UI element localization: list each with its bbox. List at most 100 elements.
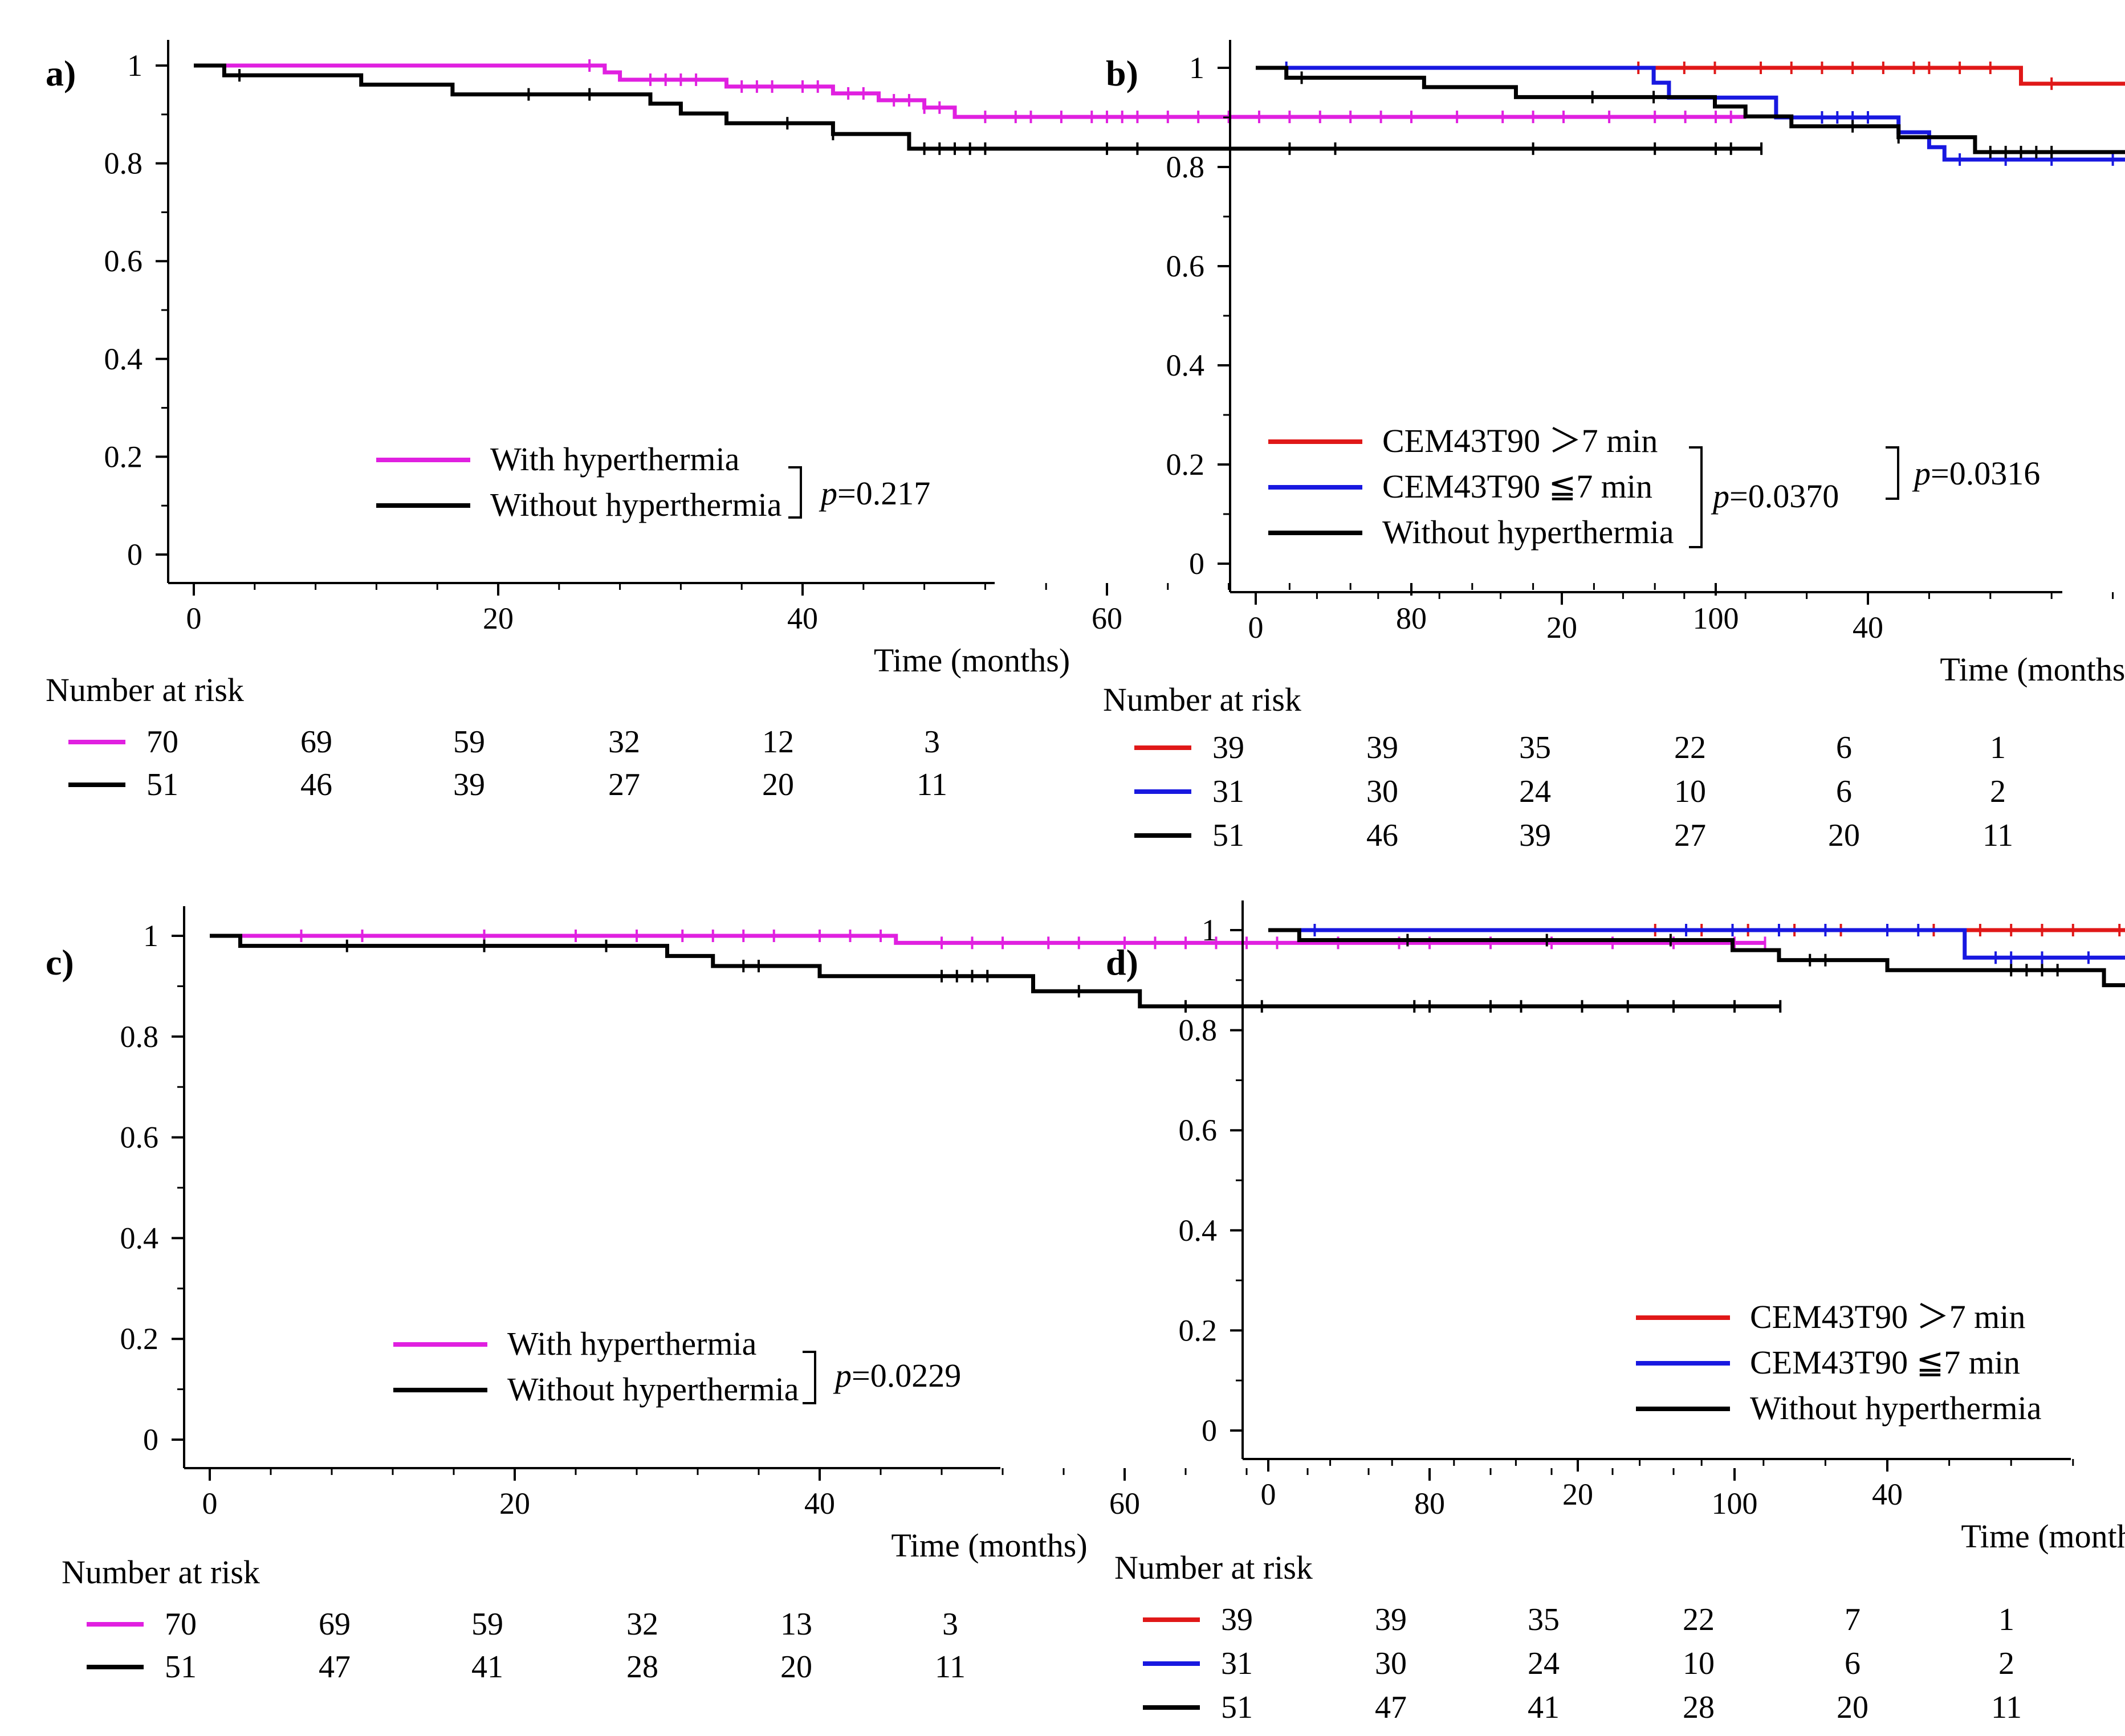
- y-tick-label-a: 0.6: [104, 244, 143, 278]
- risk-value-b-0-0: 39: [1212, 730, 1244, 765]
- y-tick-label-b: 0.4: [1166, 348, 1205, 382]
- legend-label-c-1: Without hyperthermia: [507, 1371, 799, 1408]
- risk-value-c-1-0: 51: [165, 1649, 197, 1685]
- y-tick-label-b: 1: [1189, 51, 1204, 85]
- y-tick-label-b: 0.8: [1166, 150, 1205, 184]
- y-tick-label-c: 0.4: [120, 1221, 159, 1255]
- x-tick-label-b: 0: [1248, 610, 1264, 645]
- legend-label-b-2: Without hyperthermia: [1382, 514, 1674, 551]
- y-tick-label-b: 0.6: [1166, 249, 1205, 283]
- risk-value-a-0-0: 70: [146, 724, 178, 760]
- risk-value-a-0-2: 59: [453, 724, 485, 760]
- y-tick-label-d: 1: [1202, 913, 1217, 947]
- y-tick-label-c: 1: [143, 919, 158, 953]
- risk-value-d-2-4: 20: [1837, 1690, 1868, 1725]
- risk-value-d-2-2: 41: [1528, 1690, 1560, 1725]
- p-symbol-b-1: p: [1912, 455, 1931, 492]
- risk-value-d-0-5: 1: [1998, 1602, 2014, 1637]
- x-tick-label-a: 100: [1693, 601, 1739, 635]
- risk-value-d-0-1: 39: [1375, 1602, 1407, 1637]
- legend-label-b-0: CEM43T90 ＞7 min: [1382, 422, 1658, 459]
- risk-value-b-2-1: 46: [1366, 818, 1398, 853]
- p-value-b-1: p=0.0316: [1912, 455, 2040, 492]
- risk-value-d-0-0: 39: [1221, 1602, 1253, 1637]
- x-tick-label-d: 20: [1562, 1477, 1593, 1511]
- risk-value-a-1-2: 39: [453, 767, 485, 802]
- risk-value-a-1-1: 46: [300, 767, 332, 802]
- risk-value-a-1-3: 27: [608, 767, 640, 802]
- risk-value-b-1-5: 2: [1990, 774, 2006, 809]
- risk-value-b-1-4: 6: [1836, 774, 1852, 809]
- y-tick-label-a: 0.4: [104, 342, 143, 376]
- risk-value-c-0-5: 3: [942, 1607, 958, 1642]
- p-value-text-c-0: =0.0229: [852, 1357, 961, 1394]
- risk-value-d-0-3: 22: [1683, 1602, 1715, 1637]
- risk-value-b-1-3: 10: [1674, 774, 1706, 809]
- x-axis-title-d: Time (months): [1961, 1518, 2125, 1555]
- risk-value-c-1-4: 20: [780, 1649, 812, 1685]
- km-curve-c-1: [210, 934, 1781, 1009]
- risk-value-a-0-3: 32: [608, 724, 640, 760]
- p-bracket-a-0: [788, 466, 802, 519]
- risk-value-c-0-4: 13: [780, 1607, 812, 1642]
- y-tick-label-a: 0.8: [104, 146, 143, 181]
- risk-value-b-0-5: 1: [1990, 730, 2006, 765]
- risk-value-d-2-0: 51: [1221, 1690, 1253, 1725]
- y-tick-label-a: 0.2: [104, 439, 143, 474]
- x-axis-title-b: Time (months): [1940, 651, 2125, 688]
- km-curve-d-1: [1268, 928, 2125, 960]
- x-tick-label-c: 0: [202, 1486, 218, 1521]
- y-tick-label-a: 1: [127, 48, 143, 83]
- y-tick-label-d: 0.4: [1179, 1213, 1218, 1248]
- y-tick-label-a: 0: [127, 537, 143, 572]
- legend-label-c-0: With hyperthermia: [507, 1325, 756, 1362]
- p-bracket-b-0: [1689, 446, 1703, 548]
- risk-value-b-2-0: 51: [1212, 818, 1244, 853]
- panel-label-d: d): [1106, 942, 1138, 983]
- x-tick-label-a: 80: [1396, 601, 1427, 635]
- x-tick-label-c: 100: [1712, 1486, 1758, 1521]
- risk-value-d-2-5: 11: [1991, 1690, 2022, 1725]
- y-tick-label-c: 0.2: [120, 1322, 159, 1356]
- x-tick-label-c: 40: [804, 1486, 835, 1521]
- risk-value-a-0-4: 12: [762, 724, 794, 760]
- p-symbol-a-0: p: [819, 475, 837, 512]
- x-tick-label-d: 40: [1872, 1477, 1903, 1511]
- p-value-text-a-0: =0.217: [837, 475, 930, 512]
- risk-value-d-1-2: 24: [1528, 1646, 1560, 1681]
- legend-label-a-1: Without hyperthermia: [490, 486, 781, 523]
- p-bracket-c-0: [803, 1351, 816, 1404]
- x-axis-title-c: Time (months): [891, 1527, 1087, 1564]
- risk-value-c-0-1: 69: [319, 1607, 351, 1642]
- risk-value-b-0-3: 22: [1674, 730, 1706, 765]
- risk-value-d-1-3: 10: [1683, 1646, 1715, 1681]
- legend-label-d-1: CEM43T90 ≦7 min: [1750, 1344, 2020, 1381]
- risk-value-b-1-2: 24: [1519, 774, 1551, 809]
- y-tick-label-c: 0.8: [120, 1020, 159, 1054]
- p-symbol-b-0: p: [1711, 478, 1729, 515]
- risk-value-c-0-2: 59: [471, 1607, 503, 1642]
- x-tick-label-d: 0: [1261, 1477, 1276, 1511]
- x-tick-label-a: 0: [186, 601, 202, 635]
- risk-value-a-0-1: 69: [300, 724, 332, 760]
- x-tick-label-b: 20: [1546, 610, 1577, 645]
- risk-value-b-1-0: 31: [1212, 774, 1244, 809]
- panel-label-a: a): [46, 53, 76, 93]
- risk-value-a-1-0: 51: [146, 767, 178, 802]
- risk-value-b-2-5: 11: [1982, 818, 2013, 853]
- risk-value-d-1-0: 31: [1221, 1646, 1253, 1681]
- p-value-text-b-0: =0.0370: [1729, 478, 1839, 515]
- risk-title-d: Number at risk: [1114, 1549, 1313, 1586]
- risk-value-d-1-1: 30: [1375, 1646, 1407, 1681]
- risk-value-a-1-4: 20: [762, 767, 794, 802]
- risk-value-a-1-5: 11: [917, 767, 947, 802]
- risk-value-b-2-4: 20: [1828, 818, 1860, 853]
- x-tick-label-a: 40: [787, 601, 818, 635]
- risk-value-a-0-5: 3: [924, 724, 940, 760]
- risk-value-c-1-5: 11: [935, 1649, 966, 1685]
- panel-label-c: c): [46, 942, 74, 983]
